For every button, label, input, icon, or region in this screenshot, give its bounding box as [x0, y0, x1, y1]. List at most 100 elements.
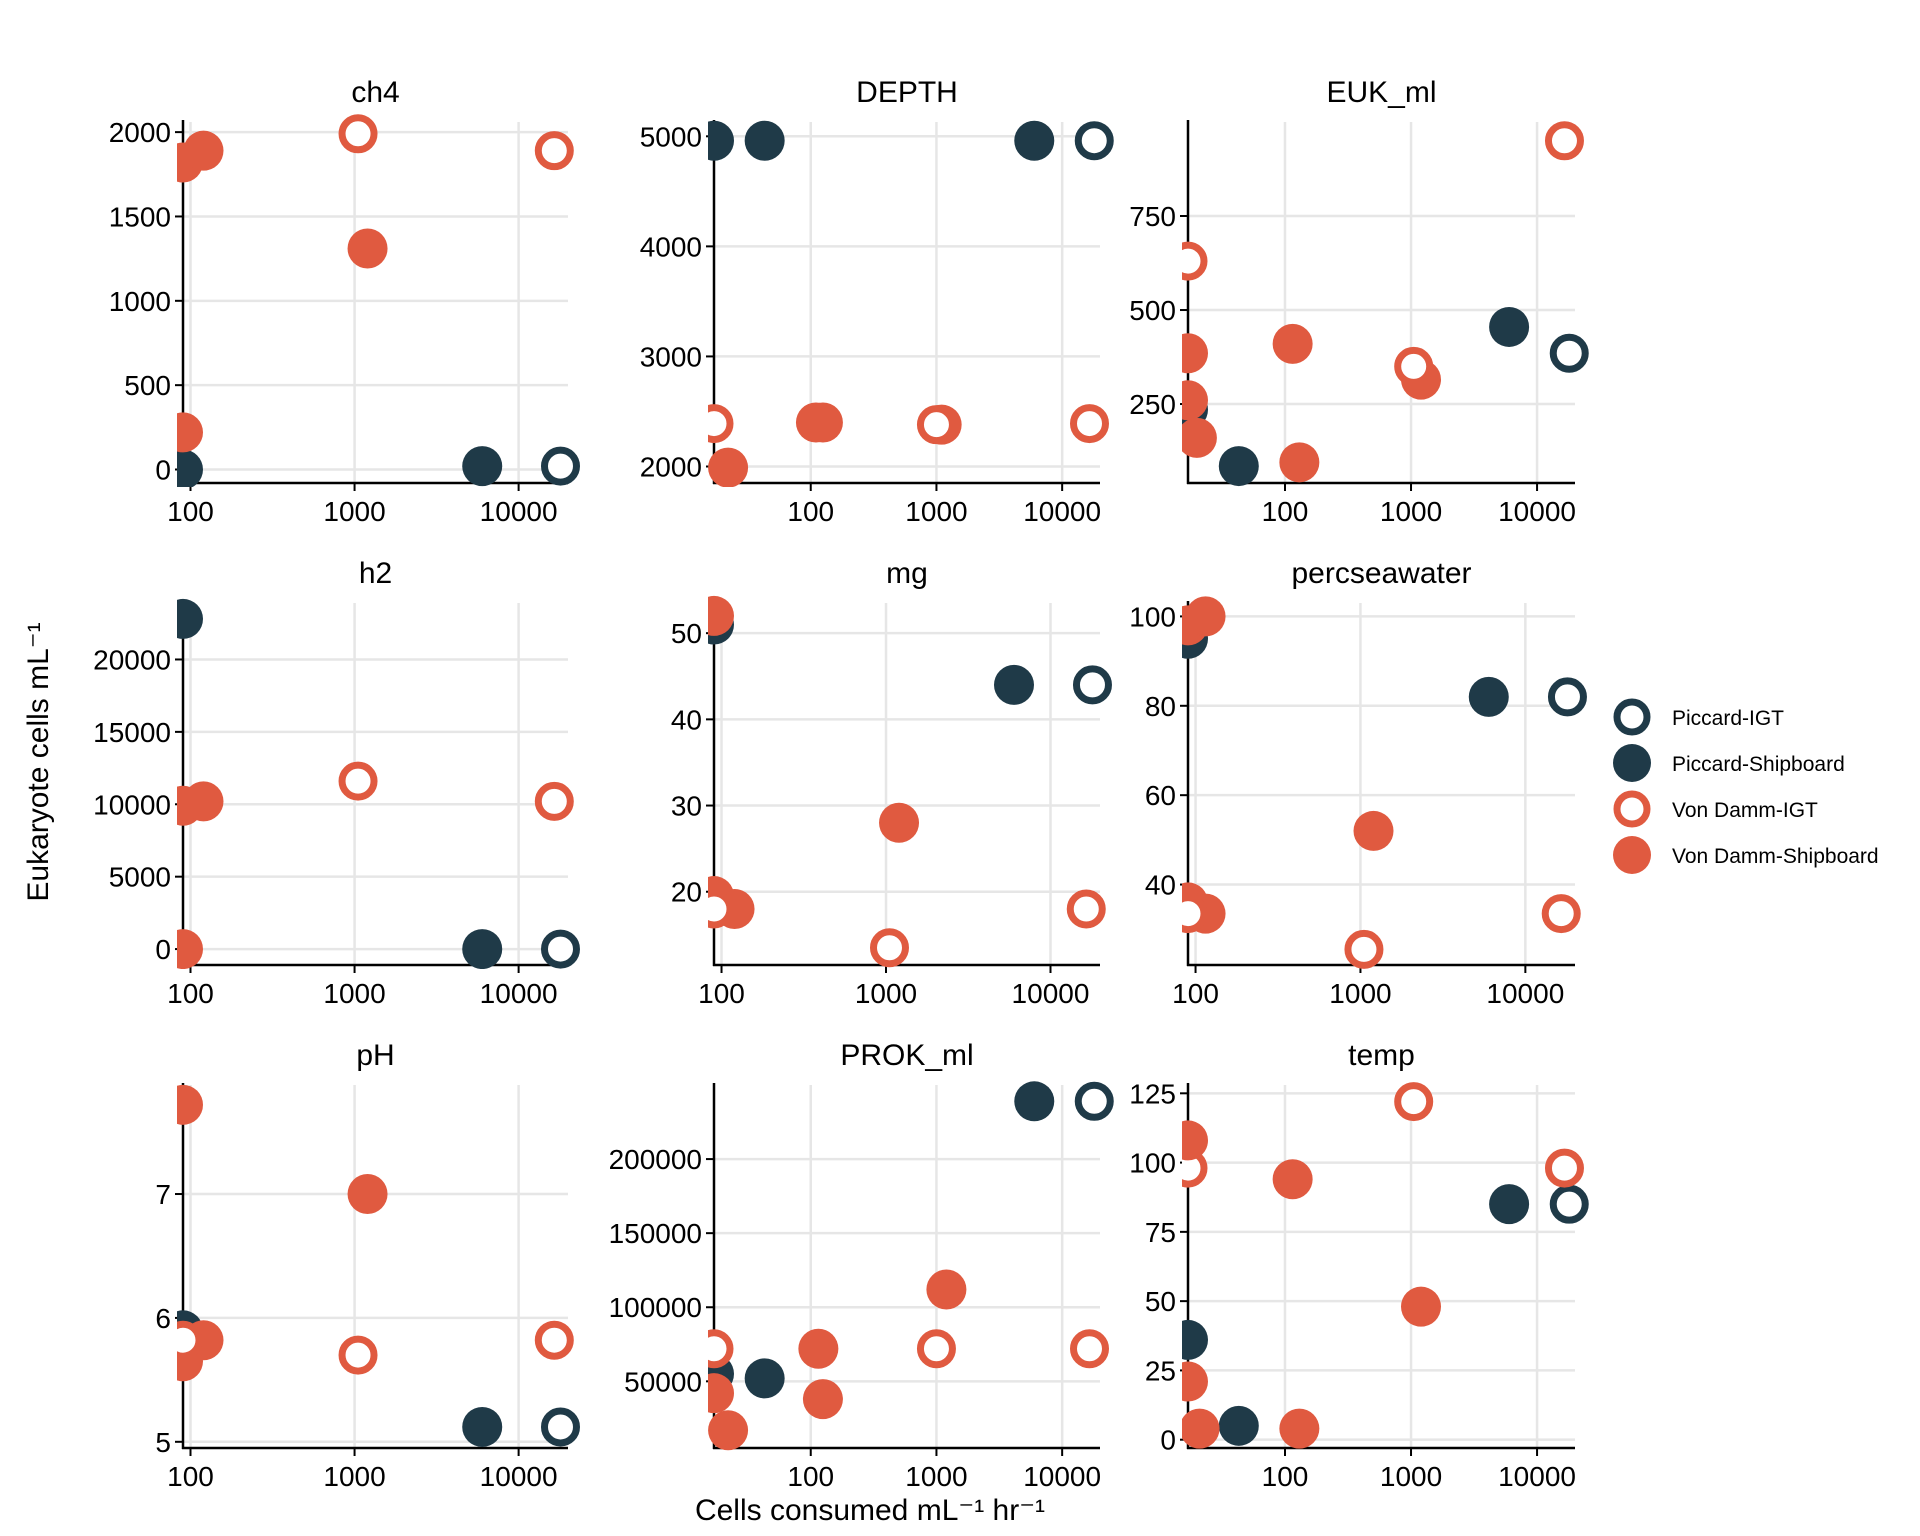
x-tick-label: 1000 — [1380, 1461, 1442, 1492]
y-tick-label: 1000 — [109, 286, 171, 317]
y-tick-label: 5000 — [640, 121, 702, 152]
data-point-von-damm-shipboard — [1279, 1408, 1320, 1449]
panel-ch4: 100 1000 10000 0 500 1000 1500 2000 ch4 — [109, 76, 580, 527]
data-point-von-damm-igt — [1541, 894, 1581, 934]
legend-swatch — [1613, 698, 1651, 736]
data-point-piccard-shipboard — [177, 449, 203, 487]
data-point-von-damm-shipboard — [1182, 1361, 1208, 1402]
y-tick-label: 40 — [671, 704, 702, 735]
data-point-von-damm-shipboard — [347, 1174, 388, 1215]
data-point-von-damm-shipboard — [177, 412, 203, 453]
legend-item: Piccard-IGT — [1613, 698, 1784, 736]
data-point-piccard-igt — [540, 1407, 580, 1447]
y-tick-label: 3000 — [640, 341, 702, 372]
data-point-von-damm-shipboard — [347, 228, 388, 269]
x-tick-label: 10000 — [1023, 496, 1101, 527]
data-point-piccard-shipboard — [1182, 1319, 1208, 1360]
panel-temp: 100 1000 10000 0 25 50 75 100 125 temp — [1129, 1039, 1589, 1492]
data-point-piccard-shipboard — [744, 120, 785, 161]
data-point-piccard-shipboard — [1014, 1081, 1055, 1122]
data-point-von-damm-shipboard — [802, 1379, 843, 1420]
y-tick-label: 25 — [1145, 1355, 1176, 1386]
points — [708, 1081, 1114, 1451]
panel-title: pH — [356, 1039, 394, 1072]
panel-title: EUK_ml — [1326, 76, 1436, 109]
data-point-von-damm-igt — [708, 1329, 734, 1369]
data-point-von-damm-shipboard — [177, 929, 203, 969]
y-tick-label: 50000 — [624, 1366, 702, 1397]
points — [177, 114, 580, 487]
y-tick-label: 75 — [1145, 1217, 1176, 1248]
x-tick-label: 1000 — [855, 978, 917, 1009]
x-tick-label: 1000 — [323, 1461, 385, 1492]
data-point-piccard-igt — [1074, 1081, 1114, 1121]
points — [177, 1084, 580, 1447]
legend-swatch — [1613, 744, 1651, 782]
y-tick-label: 150000 — [609, 1218, 702, 1249]
data-point-piccard-shipboard — [708, 120, 734, 161]
data-point-von-damm-igt — [1394, 346, 1434, 386]
data-point-von-damm-shipboard — [879, 802, 920, 843]
data-point-von-damm-shipboard — [1272, 1159, 1313, 1200]
panel-title: percseawater — [1291, 557, 1471, 590]
data-point-von-damm-igt — [1182, 241, 1208, 281]
panel-depth: 100 1000 10000 2000 3000 4000 5000 DEPTH — [640, 76, 1114, 527]
data-point-von-damm-igt — [708, 404, 734, 444]
data-point-von-damm-shipboard — [708, 595, 734, 636]
data-point-von-damm-igt — [1069, 404, 1109, 444]
data-point-piccard-igt — [540, 929, 580, 969]
data-point-piccard-shipboard — [993, 664, 1034, 705]
panel-ph: 100 1000 10000 5 6 7 pH — [155, 1039, 580, 1492]
data-point-piccard-igt — [1547, 677, 1587, 717]
y-tick-label: 750 — [1129, 201, 1176, 232]
points — [708, 120, 1114, 487]
x-tick-label: 100 — [1262, 1461, 1309, 1492]
data-point-von-damm-igt — [1544, 121, 1584, 161]
x-tick-label: 10000 — [1023, 1461, 1101, 1492]
data-point-von-damm-igt — [534, 781, 574, 821]
x-tick-label: 100 — [167, 1461, 214, 1492]
data-point-von-damm-shipboard — [1279, 442, 1320, 483]
x-tick-label: 10000 — [1498, 1461, 1576, 1492]
data-point-von-damm-igt — [534, 131, 574, 171]
points — [1182, 1082, 1589, 1449]
y-tick-label: 100 — [1129, 601, 1176, 632]
x-tick-label: 1000 — [323, 496, 385, 527]
y-tick-label: 1500 — [109, 201, 171, 232]
data-point-von-damm-shipboard — [177, 1084, 203, 1125]
legend-item: Von Damm-IGT — [1613, 790, 1818, 828]
x-tick-label: 1000 — [905, 496, 967, 527]
y-tick-label: 200000 — [609, 1144, 702, 1175]
legend-label: Piccard-Shipboard — [1672, 753, 1845, 776]
x-tick-label: 100 — [167, 978, 214, 1009]
data-point-von-damm-igt — [1544, 1148, 1584, 1188]
panel-title: h2 — [359, 557, 392, 590]
y-tick-label: 0 — [155, 455, 171, 486]
data-point-von-damm-shipboard — [1185, 596, 1226, 637]
data-point-piccard-shipboard — [462, 446, 503, 487]
panel-h2: 100 1000 10000 0 5000 10000 15000 20000 h2 — [93, 557, 580, 1009]
x-tick-label: 10000 — [1012, 978, 1090, 1009]
panel-title: temp — [1348, 1039, 1415, 1072]
legend-item: Von Damm-Shipboard — [1613, 836, 1879, 874]
data-point-von-damm-shipboard — [1182, 1408, 1220, 1449]
data-point-von-damm-igt — [869, 928, 909, 968]
data-point-von-damm-shipboard — [1353, 810, 1394, 851]
data-point-von-damm-shipboard — [798, 1328, 839, 1369]
points — [1182, 596, 1587, 969]
data-point-von-damm-shipboard — [1272, 323, 1313, 364]
y-tick-label: 100000 — [609, 1292, 702, 1323]
x-tick-label: 100 — [1262, 496, 1309, 527]
data-point-piccard-shipboard — [1014, 120, 1055, 161]
data-point-von-damm-igt — [1394, 1082, 1434, 1122]
data-point-von-damm-igt — [708, 889, 734, 929]
data-point-von-damm-igt — [916, 405, 956, 445]
x-tick-label: 100 — [167, 496, 214, 527]
data-point-von-damm-igt — [916, 1329, 956, 1369]
data-point-von-damm-shipboard — [183, 781, 224, 822]
legend-swatch — [1613, 836, 1651, 874]
y-tick-label: 5000 — [109, 862, 171, 893]
x-tick-label: 100 — [1172, 978, 1219, 1009]
data-point-von-damm-shipboard — [1182, 333, 1208, 374]
y-tick-label: 500 — [124, 370, 171, 401]
